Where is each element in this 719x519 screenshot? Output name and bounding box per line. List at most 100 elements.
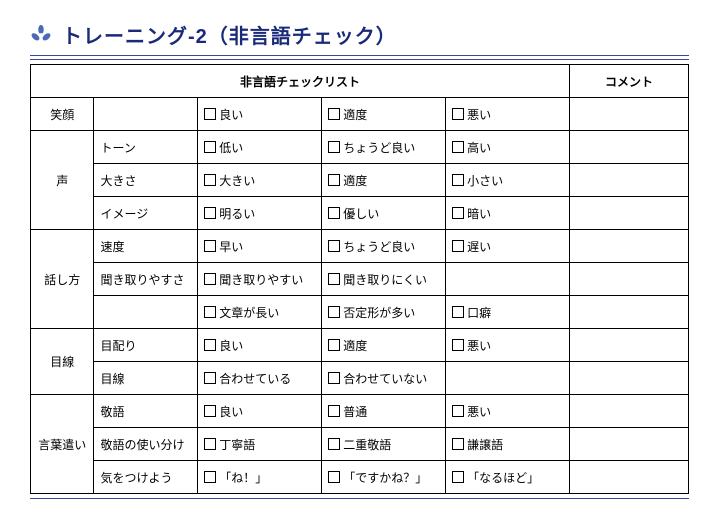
comment-cell[interactable] <box>570 461 689 494</box>
option-cell[interactable]: 高い <box>446 131 570 164</box>
option-cell[interactable]: 二重敬語 <box>322 428 446 461</box>
comment-cell[interactable] <box>570 197 689 230</box>
option-cell[interactable]: 口癖 <box>446 296 570 329</box>
checkbox-icon[interactable] <box>204 306 216 318</box>
option-cell[interactable]: 適度 <box>322 164 446 197</box>
option-cell[interactable]: 「ですかね？」 <box>322 461 446 494</box>
option-label: 良い <box>219 339 243 353</box>
comment-cell[interactable] <box>570 362 689 395</box>
option-cell[interactable]: 悪い <box>446 329 570 362</box>
option-label: 「ね！」 <box>219 471 267 485</box>
comment-cell[interactable] <box>570 263 689 296</box>
checkbox-icon[interactable] <box>204 174 216 186</box>
option-cell[interactable]: 「なるほど」 <box>446 461 570 494</box>
comment-cell[interactable] <box>570 230 689 263</box>
comment-cell[interactable] <box>570 131 689 164</box>
option-cell[interactable]: 悪い <box>446 98 570 131</box>
checkbox-icon[interactable] <box>328 372 340 384</box>
option-cell[interactable]: 小さい <box>446 164 570 197</box>
option-cell[interactable]: 遅い <box>446 230 570 263</box>
option-label: 口癖 <box>467 306 491 320</box>
table-row: イメージ明るい優しい暗い <box>31 197 689 230</box>
table-row: 声トーン低いちょうど良い高い <box>31 131 689 164</box>
checkbox-icon[interactable] <box>328 438 340 450</box>
option-label: 小さい <box>467 174 503 188</box>
option-cell[interactable]: 悪い <box>446 395 570 428</box>
option-cell[interactable]: 文章が長い <box>198 296 322 329</box>
option-cell[interactable]: ちょうど良い <box>322 230 446 263</box>
option-cell[interactable]: 謙譲語 <box>446 428 570 461</box>
subcategory-cell: 速度 <box>94 230 198 263</box>
checkbox-icon[interactable] <box>328 273 340 285</box>
option-cell[interactable]: 聞き取りにくい <box>322 263 446 296</box>
checkbox-icon[interactable] <box>452 108 464 120</box>
option-cell[interactable]: 良い <box>198 395 322 428</box>
comment-cell[interactable] <box>570 428 689 461</box>
subcategory-cell: 敬語 <box>94 395 198 428</box>
comment-cell[interactable] <box>570 395 689 428</box>
comment-cell[interactable] <box>570 329 689 362</box>
subcategory-cell: 気をつけよう <box>94 461 198 494</box>
checkbox-icon[interactable] <box>204 240 216 252</box>
checkbox-icon[interactable] <box>452 306 464 318</box>
checkbox-icon[interactable] <box>328 207 340 219</box>
option-cell[interactable]: ちょうど良い <box>322 131 446 164</box>
option-cell[interactable]: 低い <box>198 131 322 164</box>
option-cell[interactable]: 優しい <box>322 197 446 230</box>
option-cell[interactable] <box>446 263 570 296</box>
comment-cell[interactable] <box>570 98 689 131</box>
checkbox-icon[interactable] <box>204 141 216 153</box>
option-label: 「なるほど」 <box>467 471 539 485</box>
option-cell[interactable]: 聞き取りやすい <box>198 263 322 296</box>
table-row: 気をつけよう 「ね！」 「ですかね？」 「なるほど」 <box>31 461 689 494</box>
checkbox-icon[interactable] <box>452 405 464 417</box>
checkbox-icon[interactable] <box>452 207 464 219</box>
checkbox-icon[interactable] <box>328 405 340 417</box>
comment-cell[interactable] <box>570 296 689 329</box>
table-row: 言葉遣い敬語良い普通悪い <box>31 395 689 428</box>
checkbox-icon[interactable] <box>452 240 464 252</box>
option-cell[interactable]: 適度 <box>322 329 446 362</box>
checkbox-icon[interactable] <box>204 438 216 450</box>
checkbox-icon[interactable] <box>328 339 340 351</box>
option-cell[interactable]: 適度 <box>322 98 446 131</box>
option-cell[interactable]: 暗い <box>446 197 570 230</box>
checkbox-icon[interactable] <box>204 207 216 219</box>
option-label: 適度 <box>343 339 367 353</box>
option-cell[interactable]: 明るい <box>198 197 322 230</box>
checkbox-icon[interactable] <box>452 471 464 483</box>
checkbox-icon[interactable] <box>204 339 216 351</box>
checkbox-icon[interactable] <box>328 306 340 318</box>
checkbox-icon[interactable] <box>204 372 216 384</box>
checkbox-icon[interactable] <box>328 471 340 483</box>
checkbox-icon[interactable] <box>204 273 216 285</box>
option-cell[interactable]: 普通 <box>322 395 446 428</box>
table-row: 目線合わせている合わせていない <box>31 362 689 395</box>
option-label: 遅い <box>467 240 491 254</box>
checkbox-icon[interactable] <box>204 405 216 417</box>
option-cell[interactable] <box>446 362 570 395</box>
checkbox-icon[interactable] <box>328 174 340 186</box>
checkbox-icon[interactable] <box>328 240 340 252</box>
option-cell[interactable]: 早い <box>198 230 322 263</box>
checkbox-icon[interactable] <box>452 339 464 351</box>
option-cell[interactable]: 良い <box>198 98 322 131</box>
checkbox-icon[interactable] <box>452 174 464 186</box>
checkbox-icon[interactable] <box>452 141 464 153</box>
option-cell[interactable]: 合わせていない <box>322 362 446 395</box>
checkbox-icon[interactable] <box>452 438 464 450</box>
option-label: 否定形が多い <box>343 306 415 320</box>
checkbox-icon[interactable] <box>328 141 340 153</box>
comment-cell[interactable] <box>570 164 689 197</box>
checkbox-icon[interactable] <box>328 108 340 120</box>
option-cell[interactable]: 否定形が多い <box>322 296 446 329</box>
checkbox-icon[interactable] <box>204 471 216 483</box>
option-cell[interactable]: 良い <box>198 329 322 362</box>
option-cell[interactable]: 大きい <box>198 164 322 197</box>
option-cell[interactable]: 合わせている <box>198 362 322 395</box>
option-cell[interactable]: 丁寧語 <box>198 428 322 461</box>
checkbox-icon[interactable] <box>204 108 216 120</box>
category-cell: 言葉遣い <box>31 395 94 494</box>
option-cell[interactable]: 「ね！」 <box>198 461 322 494</box>
option-label: 早い <box>219 240 243 254</box>
